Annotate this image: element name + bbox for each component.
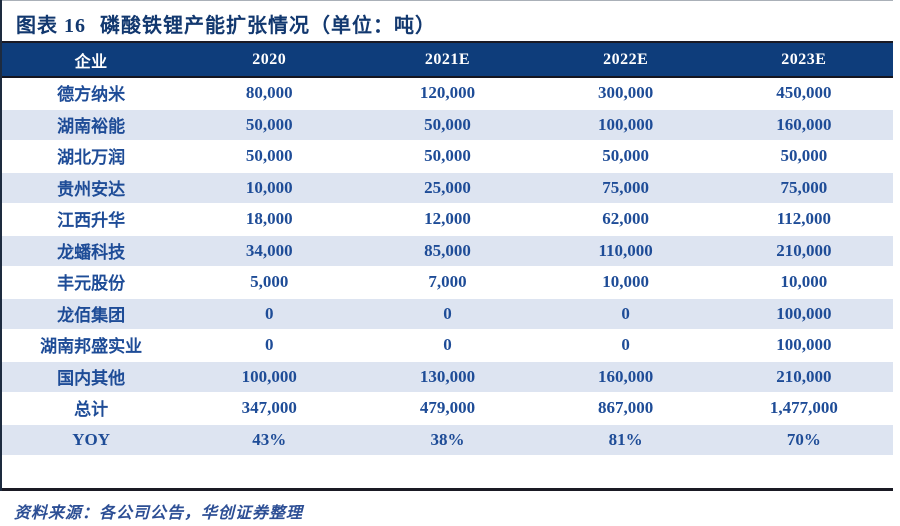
value-cell: 160,000 bbox=[714, 107, 893, 141]
company-cell: 龙佰集团 bbox=[2, 296, 181, 330]
value-cell: 10,000 bbox=[602, 271, 650, 291]
table-row: 德方纳米 80,000 120,000 300,000 450,000 bbox=[2, 77, 893, 109]
table-row: 总计 347,000 479,000 867,000 1,477,000 bbox=[2, 392, 893, 424]
value-cell: 479,000 bbox=[419, 397, 476, 417]
value-cell: 5,000 bbox=[250, 271, 289, 291]
company-cell: 贵州安达 bbox=[2, 170, 181, 204]
value-cell: 120,000 bbox=[419, 82, 476, 102]
company-cell: 龙蟠科技 bbox=[2, 233, 181, 267]
company-cell: 湖北万润 bbox=[57, 148, 126, 167]
value-cell: 10,000 bbox=[780, 271, 828, 291]
value-cell: 50,000 bbox=[180, 107, 359, 141]
column-header-company: 企业 bbox=[2, 42, 181, 78]
value-cell: 50,000 bbox=[358, 107, 537, 141]
table-row: 龙蟠科技 34,000 85,000 110,000 210,000 bbox=[2, 233, 893, 267]
company-cell: 湖南裕能 bbox=[2, 107, 181, 141]
capacity-table: 企业 2020 2021E 2022E 2023E 德方纳米 80,000 120,… bbox=[2, 41, 893, 456]
table-row: YOY 43% 38% 81% 70% bbox=[2, 422, 893, 456]
value-cell: 100,000 bbox=[776, 334, 832, 354]
value-cell: 81% bbox=[536, 422, 715, 456]
table-header: 企业 2020 2021E 2022E 2023E bbox=[2, 42, 893, 78]
value-cell: 130,000 bbox=[358, 359, 537, 393]
table-row: 湖南裕能 50,000 50,000 100,000 160,000 bbox=[2, 107, 893, 141]
value-cell: 7,000 bbox=[428, 271, 467, 291]
value-cell: 80,000 bbox=[245, 82, 293, 102]
value-cell: 0 bbox=[180, 296, 359, 330]
company-cell: 江西升华 bbox=[57, 211, 126, 230]
column-header-2021e: 2021E bbox=[358, 42, 537, 78]
top-hairline bbox=[0, 0, 893, 1]
table-body: 德方纳米 80,000 120,000 300,000 450,000 湖南裕能 50,00… bbox=[2, 77, 893, 456]
value-cell: 1,477,000 bbox=[769, 397, 838, 417]
value-cell: 50,000 bbox=[245, 145, 293, 165]
column-header-2023e: 2023E bbox=[714, 42, 893, 78]
value-cell: 100,000 bbox=[180, 359, 359, 393]
table-row: 丰元股份 5,000 7,000 10,000 10,000 bbox=[2, 266, 893, 298]
table-row: 湖北万润 50,000 50,000 50,000 50,000 bbox=[2, 140, 893, 172]
table-bottom-rule bbox=[2, 488, 893, 491]
header-row: 企业 2020 2021E 2022E 2023E bbox=[2, 42, 893, 78]
company-cell: 总计 bbox=[74, 400, 109, 419]
value-cell: 75,000 bbox=[536, 170, 715, 204]
value-cell: 0 bbox=[621, 334, 630, 354]
company-cell: 丰元股份 bbox=[57, 274, 126, 293]
table-row: 龙佰集团 0 0 0 100,000 bbox=[2, 296, 893, 330]
value-cell: 38% bbox=[358, 422, 537, 456]
figure-name: 磷酸铁锂产能扩张情况（单位：吨） bbox=[100, 15, 436, 37]
value-cell: 85,000 bbox=[358, 233, 537, 267]
value-cell: 210,000 bbox=[714, 233, 893, 267]
column-header-2020: 2020 bbox=[180, 42, 359, 78]
value-cell: 62,000 bbox=[602, 208, 650, 228]
figure-label: 图表 16 bbox=[16, 15, 86, 37]
table-row: 湖南邦盛实业 0 0 0 100,000 bbox=[2, 329, 893, 361]
value-cell: 0 bbox=[443, 334, 452, 354]
value-cell: 347,000 bbox=[241, 397, 297, 417]
value-cell: 112,000 bbox=[776, 208, 832, 228]
figure-title: 图表 16 磷酸铁锂产能扩张情况（单位：吨） bbox=[16, 9, 436, 38]
value-cell: 75,000 bbox=[714, 170, 893, 204]
value-cell: 100,000 bbox=[714, 296, 893, 330]
column-header-2022e: 2022E bbox=[536, 42, 715, 78]
company-cell: YOY bbox=[2, 422, 181, 456]
value-cell: 18,000 bbox=[245, 208, 293, 228]
table-row: 国内其他 100,000 130,000 160,000 210,000 bbox=[2, 359, 893, 393]
value-cell: 34,000 bbox=[180, 233, 359, 267]
value-cell: 0 bbox=[536, 296, 715, 330]
value-cell: 43% bbox=[180, 422, 359, 456]
table-row: 贵州安达 10,000 25,000 75,000 75,000 bbox=[2, 170, 893, 204]
value-cell: 10,000 bbox=[180, 170, 359, 204]
value-cell: 50,000 bbox=[602, 145, 650, 165]
value-cell: 50,000 bbox=[780, 145, 828, 165]
value-cell: 0 bbox=[358, 296, 537, 330]
value-cell: 867,000 bbox=[598, 397, 654, 417]
value-cell: 300,000 bbox=[598, 82, 654, 102]
value-cell: 450,000 bbox=[776, 82, 832, 102]
value-cell: 12,000 bbox=[424, 208, 471, 228]
table-row: 江西升华 18,000 12,000 62,000 112,000 bbox=[2, 203, 893, 235]
company-cell: 湖南邦盛实业 bbox=[40, 337, 143, 356]
value-cell: 0 bbox=[265, 334, 274, 354]
left-accent-rule bbox=[0, 0, 2, 491]
company-cell: 国内其他 bbox=[2, 359, 181, 393]
value-cell: 50,000 bbox=[424, 145, 471, 165]
value-cell: 70% bbox=[714, 422, 893, 456]
value-cell: 100,000 bbox=[536, 107, 715, 141]
company-cell: 德方纳米 bbox=[57, 85, 126, 105]
value-cell: 160,000 bbox=[536, 359, 715, 393]
value-cell: 210,000 bbox=[714, 359, 893, 393]
value-cell: 110,000 bbox=[536, 233, 715, 267]
value-cell: 25,000 bbox=[358, 170, 537, 204]
source-note: 资料来源：各公司公告，华创证券整理 bbox=[14, 505, 304, 522]
